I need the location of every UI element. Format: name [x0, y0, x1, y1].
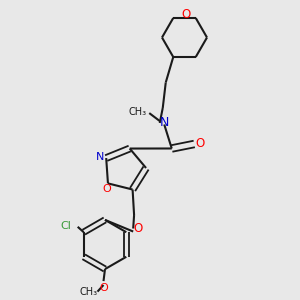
Text: O: O — [99, 283, 108, 293]
Text: CH₃: CH₃ — [128, 107, 146, 117]
Text: CH₃: CH₃ — [80, 287, 98, 297]
Text: N: N — [95, 152, 104, 162]
Text: O: O — [133, 222, 142, 235]
Text: O: O — [182, 8, 190, 21]
Text: O: O — [103, 184, 111, 194]
Text: N: N — [160, 116, 169, 129]
Text: O: O — [195, 136, 205, 150]
Text: Cl: Cl — [61, 221, 72, 231]
